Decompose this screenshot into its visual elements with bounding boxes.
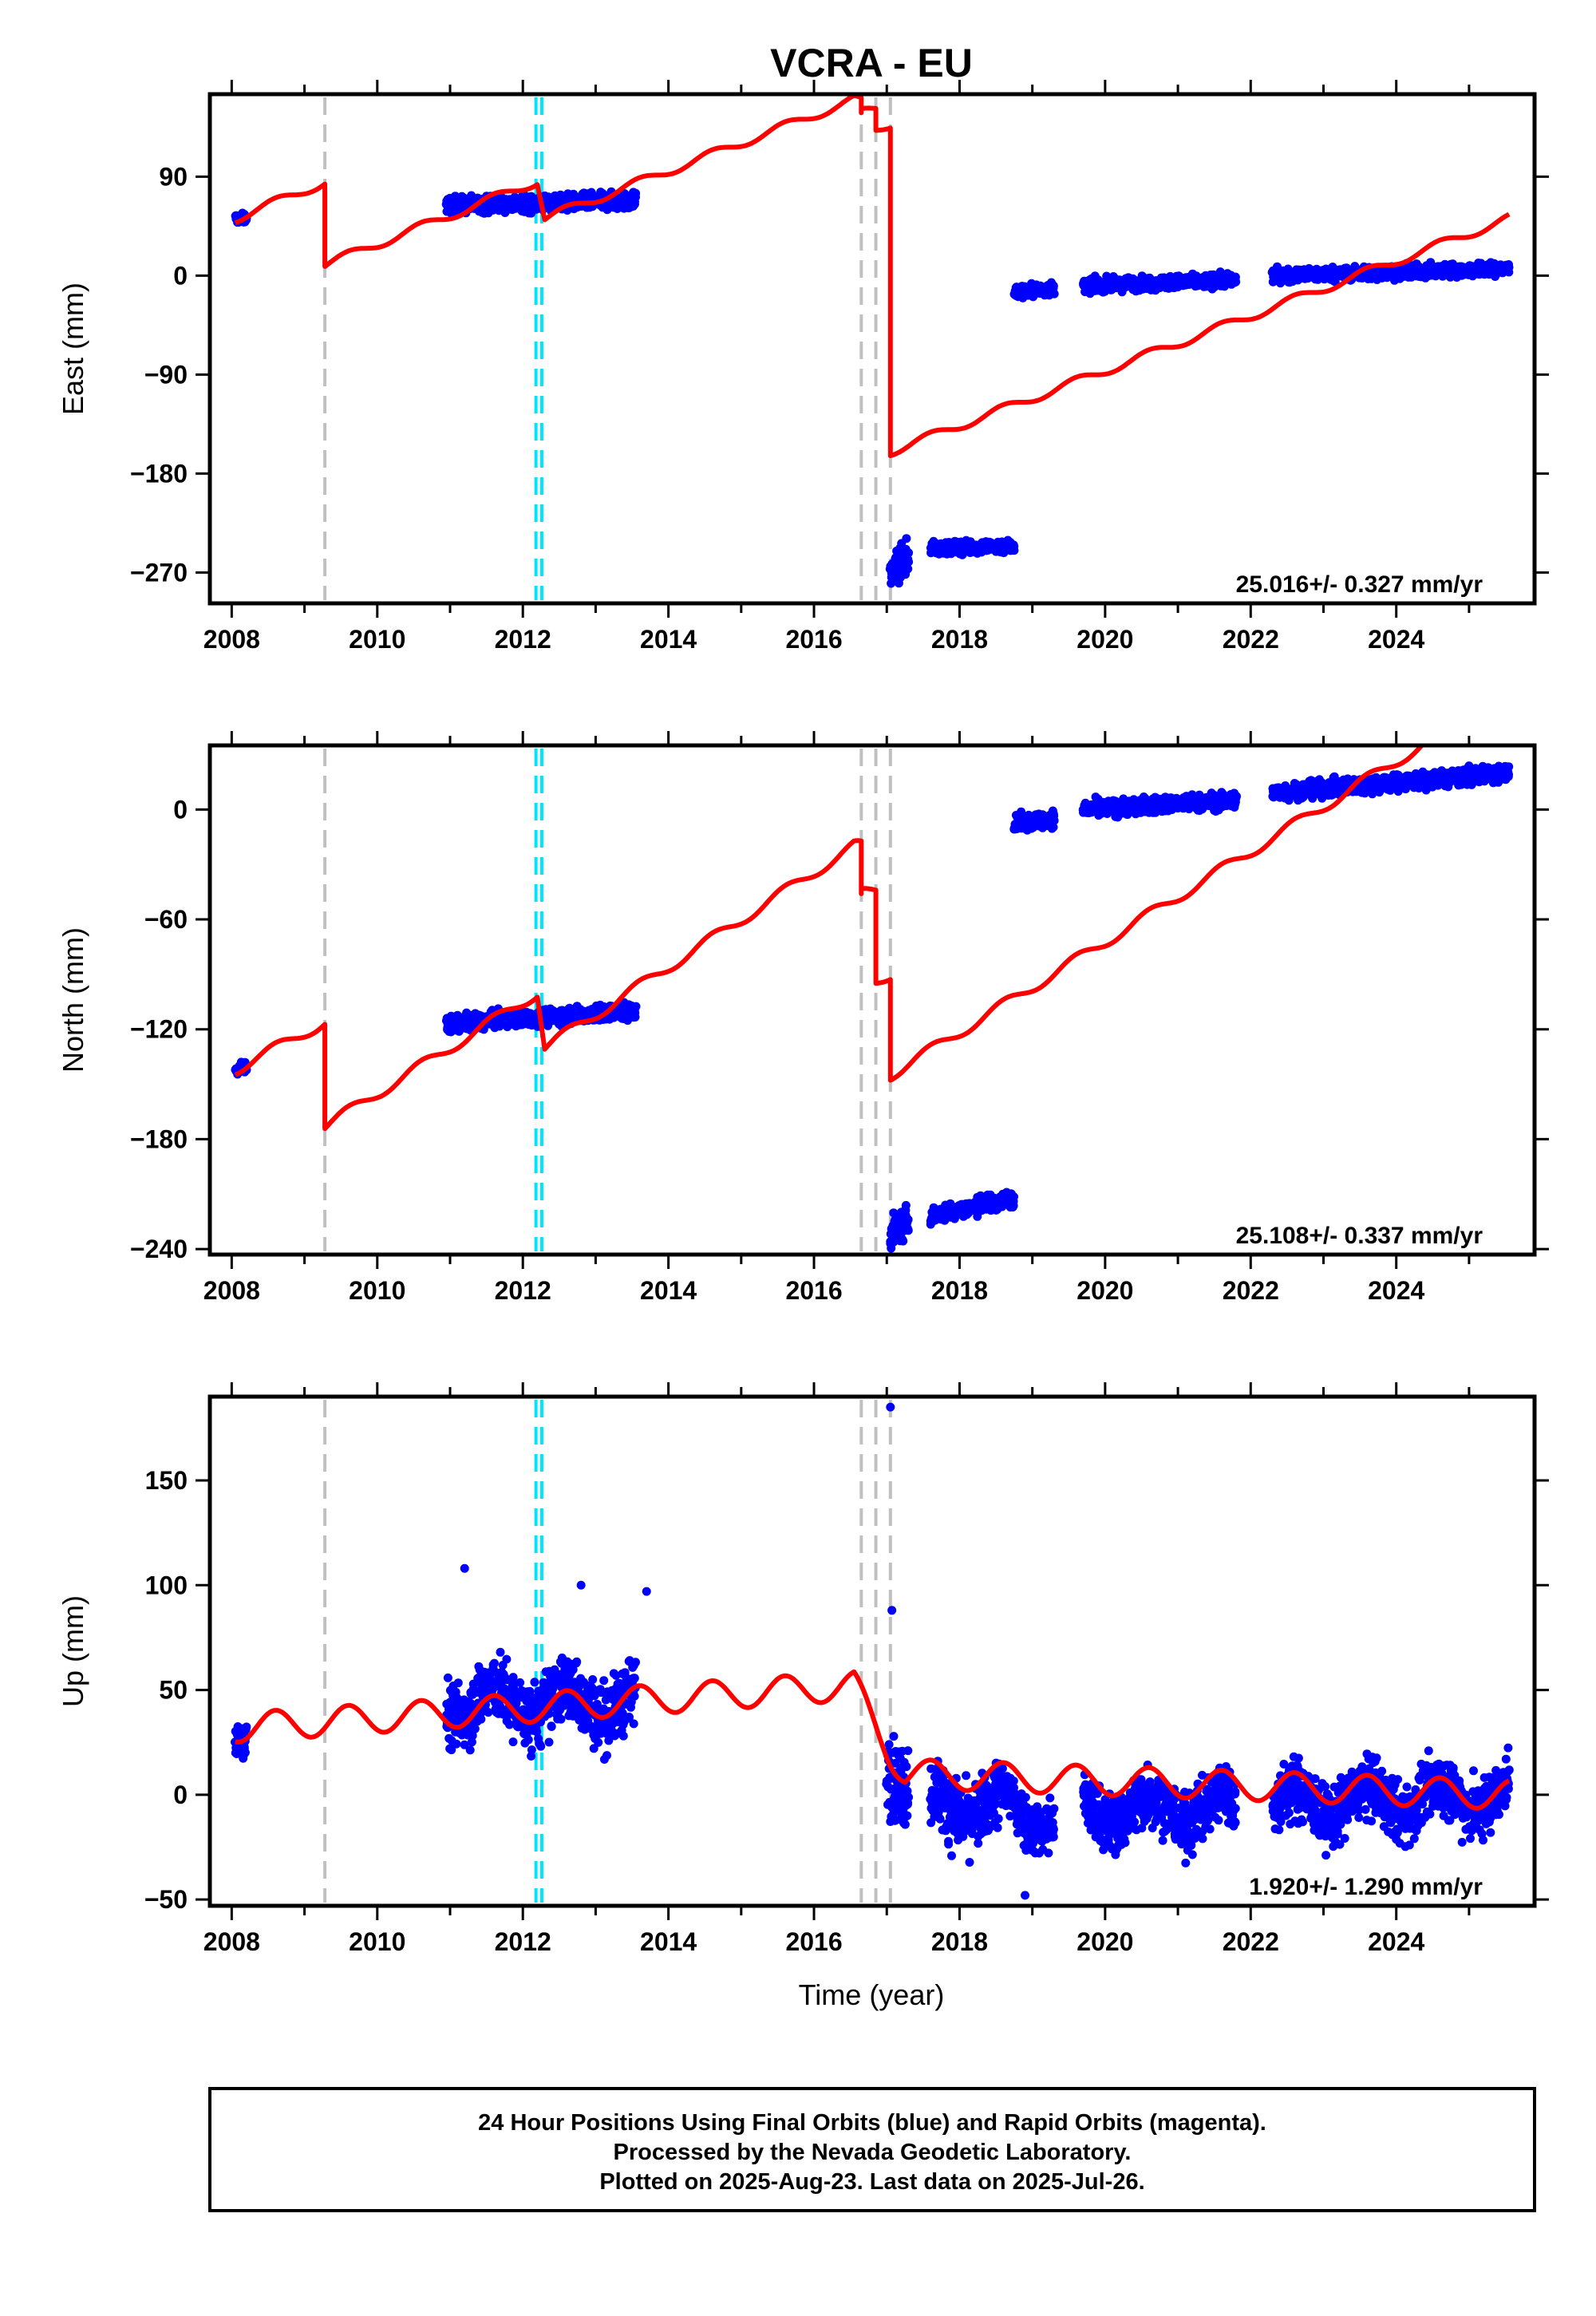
data-point bbox=[1049, 289, 1059, 298]
x-tick-label: 2014 bbox=[640, 625, 697, 654]
x-tick-label: 2008 bbox=[203, 1276, 260, 1305]
x-tick-label: 2018 bbox=[931, 625, 988, 654]
data-point bbox=[631, 192, 640, 202]
y-tick-label: −180 bbox=[130, 459, 188, 488]
x-tick-label: 2020 bbox=[1077, 625, 1133, 654]
velocity-label: 25.108+/- 0.337 mm/yr bbox=[1236, 1223, 1483, 1249]
y-tick-label: −180 bbox=[130, 1124, 188, 1153]
plot-frame bbox=[207, 92, 1537, 606]
x-tick-label: 2012 bbox=[495, 1276, 551, 1305]
data-point bbox=[899, 1236, 908, 1246]
x-tick-label: 2010 bbox=[349, 625, 405, 654]
x-tick-label: 2022 bbox=[1223, 625, 1279, 654]
y-tick-label: −270 bbox=[130, 558, 188, 587]
data-point bbox=[902, 534, 911, 543]
data-point bbox=[1232, 792, 1241, 801]
data-point bbox=[1009, 1201, 1018, 1211]
x-tick-label: 2022 bbox=[1223, 1276, 1279, 1305]
chart-title: VCRA - EU bbox=[770, 41, 973, 85]
y-axis-label: North (mm) bbox=[57, 927, 89, 1073]
y-tick-label: −60 bbox=[144, 905, 188, 934]
data-point bbox=[1049, 809, 1058, 819]
data-points bbox=[231, 1402, 1514, 1900]
y-tick-label: 0 bbox=[173, 795, 188, 824]
data-point bbox=[904, 557, 914, 567]
y-tick-label: 0 bbox=[173, 261, 188, 290]
data-point bbox=[1049, 281, 1058, 290]
x-tick-label: 2016 bbox=[785, 1276, 842, 1305]
x-tick-label: 2020 bbox=[1077, 1276, 1133, 1305]
data-point bbox=[1504, 263, 1514, 272]
data-point bbox=[1049, 823, 1058, 832]
x-tick-label: 2024 bbox=[1368, 1276, 1424, 1305]
x-tick-label: 2010 bbox=[349, 1276, 405, 1305]
data-point bbox=[903, 1215, 913, 1224]
data-point bbox=[630, 1013, 640, 1022]
data-point bbox=[1009, 1192, 1018, 1202]
y-tick-label: −120 bbox=[130, 1015, 188, 1044]
y-tick-label: −90 bbox=[144, 360, 188, 389]
model-curve bbox=[234, 745, 1424, 1132]
y-axis-label: East (mm) bbox=[57, 283, 89, 415]
data-point bbox=[1009, 542, 1019, 551]
data-point bbox=[1049, 816, 1059, 825]
model-curve bbox=[234, 94, 1511, 459]
plot-frame bbox=[207, 743, 1537, 1257]
panel-north: 0 −60 −120 −180 −240 2008 2010 2012 2014 2016 2018… bbox=[57, 731, 1549, 1305]
data-points bbox=[231, 761, 1514, 1253]
data-point bbox=[1231, 277, 1241, 287]
data-point bbox=[631, 1002, 641, 1011]
x-tick-label: 2012 bbox=[495, 625, 551, 654]
x-tick-label: 2024 bbox=[1368, 625, 1424, 654]
y-tick-label: −240 bbox=[130, 1235, 188, 1263]
y-tick-label: 90 bbox=[159, 162, 188, 191]
data-point bbox=[904, 548, 914, 558]
panels: 90 0 −90 −180 −270 2008 2010 2012 2014 2016 2018 20… bbox=[57, 80, 1549, 1956]
data-point bbox=[903, 1226, 913, 1235]
data-point bbox=[1504, 762, 1514, 772]
data-point bbox=[630, 200, 639, 209]
data-points bbox=[231, 187, 1514, 588]
data-point bbox=[903, 564, 913, 574]
panel-east: 90 0 −90 −180 −270 2008 2010 2012 2014 2016 2018 20… bbox=[57, 80, 1549, 654]
data-point bbox=[1503, 772, 1513, 781]
x-tick-label: 2016 bbox=[785, 625, 842, 654]
x-tick-label: 2008 bbox=[203, 625, 260, 654]
x-tick-label: 2014 bbox=[640, 1276, 697, 1305]
x-tick-label: 2018 bbox=[931, 1276, 988, 1305]
data-point bbox=[901, 1200, 911, 1210]
velocity-label: 25.016+/- 0.327 mm/yr bbox=[1236, 571, 1483, 598]
